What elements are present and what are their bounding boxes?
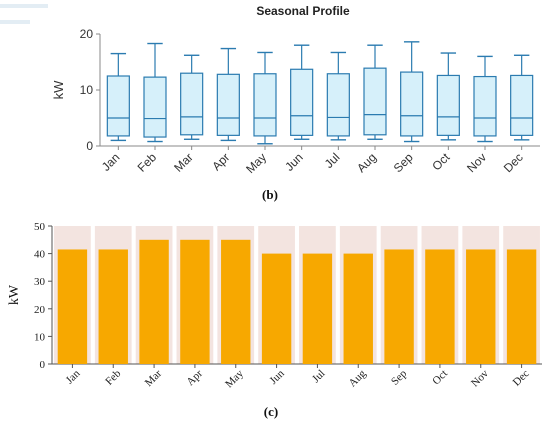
header-remnant [0,20,30,24]
x-tick-label: Jul [310,368,328,386]
x-tick-label: Oct [430,368,450,388]
y-tick-label: 20 [34,304,46,316]
box-iqr [253,73,277,137]
bar [221,239,251,364]
y-tick-label: 40 [34,249,46,261]
x-tick-label: Sep [389,367,410,388]
y-tick-label: 20 [80,27,94,41]
box-iqr [510,74,534,136]
chart-title: Seasonal Profile [256,4,350,18]
bar [261,253,292,364]
x-tick-label: Jul [322,150,343,171]
x-tick-label: Oct [429,150,453,174]
x-tick-label: Jan [99,150,123,174]
x-tick-label: Nov [469,367,491,389]
caption-b: (b) [262,187,278,202]
x-tick-label: Aug [346,367,368,389]
box-plot-chart: Seasonal Profile kW 0 10 20 Jan Feb Mar Apr Ma… [51,4,540,202]
y-tick-label: 30 [34,276,46,288]
x-tick-label: Jan [64,367,83,386]
bar [425,249,455,364]
caption-c: (c) [264,404,278,419]
box-iqr [143,76,167,138]
box-iqr [180,72,204,136]
y-tick-label: 10 [34,331,46,343]
y-tick-label: 0 [86,139,93,153]
x-tick-label: Jun [267,367,287,387]
x-tick-label: Sep [391,150,416,175]
box-iqr [326,73,350,137]
y-axis-label: kW [7,284,22,305]
x-tick-label: Nov [464,150,489,175]
y-axis-label: kW [51,80,66,100]
bar-chart: kW 0 10 20 30 40 50 Jan Feb Mar Apr May Jun Jul Aug S… [7,221,542,419]
x-tick-label: May [243,150,269,176]
bar [180,239,210,364]
x-tick-label: Feb [103,367,124,388]
x-tick-label: May [223,367,246,390]
x-tick-label: Dec [501,150,526,175]
y-tick-label: 0 [40,359,46,371]
x-tick-label: Apr [209,150,232,173]
header-remnant [0,4,48,8]
bar [384,249,414,364]
bar [302,253,333,364]
bar [466,249,496,364]
x-tick-label: Apr [184,367,205,388]
x-tick-label: Mar [171,150,196,175]
y-tick-label: 10 [80,83,94,97]
x-tick-label: Jun [282,150,306,174]
box-iqr [436,74,460,136]
bar [98,249,128,364]
bar [139,239,169,364]
box-iqr [290,68,314,136]
x-tick-label: Aug [354,150,379,175]
box-iqr [106,75,130,137]
x-tick-label: Mar [143,367,165,389]
box-iqr [363,67,387,136]
bar [343,253,373,364]
bar [506,249,537,364]
x-tick-label: Dec [511,368,532,389]
box-iqr [400,71,424,137]
box-iqr [216,73,240,136]
y-tick-label: 50 [34,221,46,233]
bar [57,249,88,364]
x-tick-label: Feb [135,150,160,175]
box-iqr [473,75,497,137]
